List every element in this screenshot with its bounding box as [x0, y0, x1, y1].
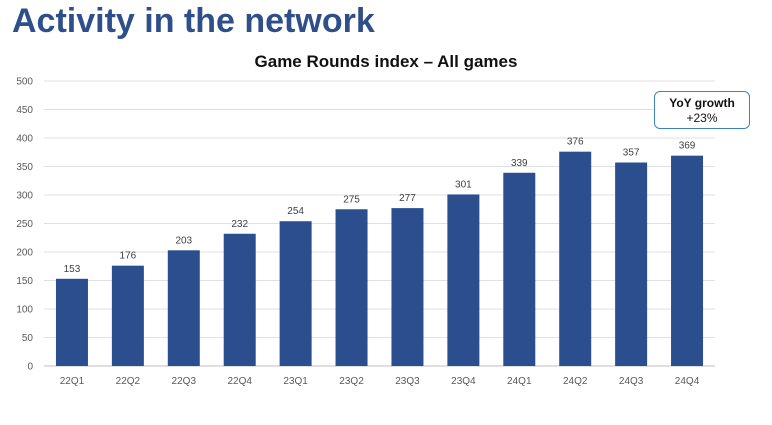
y-tick-label: 350: [16, 162, 33, 173]
x-tick-label: 23Q4: [451, 376, 476, 387]
data-label: 339: [511, 158, 528, 169]
bar: [167, 250, 200, 366]
x-tick-label: 24Q2: [563, 376, 588, 387]
data-label: 376: [567, 137, 584, 148]
x-tick-label: 24Q1: [507, 376, 532, 387]
y-tick-label: 150: [16, 276, 33, 287]
y-tick-label: 300: [16, 191, 33, 202]
x-tick-label: 24Q3: [619, 376, 644, 387]
y-tick-label: 250: [16, 219, 33, 230]
bar: [279, 221, 312, 366]
y-tick-label: 450: [16, 105, 33, 116]
data-label: 275: [343, 194, 360, 205]
bar: [447, 194, 480, 366]
bar: [223, 233, 256, 366]
bar: [335, 209, 368, 366]
x-tick-label: 22Q3: [172, 376, 197, 387]
y-tick-label: 0: [27, 362, 33, 373]
page-title: Activity in the network: [12, 2, 375, 40]
yoy-growth-callout: YoY growth +23%: [654, 91, 750, 129]
x-tick-label: 23Q2: [339, 376, 364, 387]
y-tick-label: 50: [22, 333, 34, 344]
data-label: 301: [455, 179, 472, 190]
data-label: 254: [287, 206, 304, 217]
chart-title: Game Rounds index – All games: [254, 52, 518, 71]
data-label: 153: [64, 264, 81, 275]
bar: [391, 208, 424, 366]
yoy-growth-label: YoY growth: [669, 96, 735, 110]
bar: [671, 155, 704, 366]
bar: [55, 278, 88, 366]
data-label: 277: [399, 193, 416, 204]
bar: [615, 162, 648, 366]
x-tick-label: 23Q1: [283, 376, 308, 387]
data-label: 176: [120, 251, 137, 262]
x-tick-label: 22Q1: [60, 376, 85, 387]
bar: [111, 265, 144, 366]
data-label: 369: [679, 141, 696, 152]
y-tick-label: 200: [16, 248, 33, 259]
data-label: 203: [175, 235, 192, 246]
y-tick-label: 500: [16, 77, 33, 88]
bar: [503, 172, 536, 366]
bar: [559, 151, 592, 366]
x-tick-label: 23Q3: [395, 376, 420, 387]
yoy-growth-value: +23%: [686, 111, 718, 125]
x-tick-label: 22Q2: [116, 376, 141, 387]
y-tick-label: 100: [16, 305, 33, 316]
x-tick-label: 22Q4: [227, 376, 252, 387]
y-tick-label: 400: [16, 134, 33, 145]
data-label: 232: [231, 219, 248, 230]
x-tick-label: 24Q4: [675, 376, 700, 387]
data-label: 357: [623, 148, 640, 159]
